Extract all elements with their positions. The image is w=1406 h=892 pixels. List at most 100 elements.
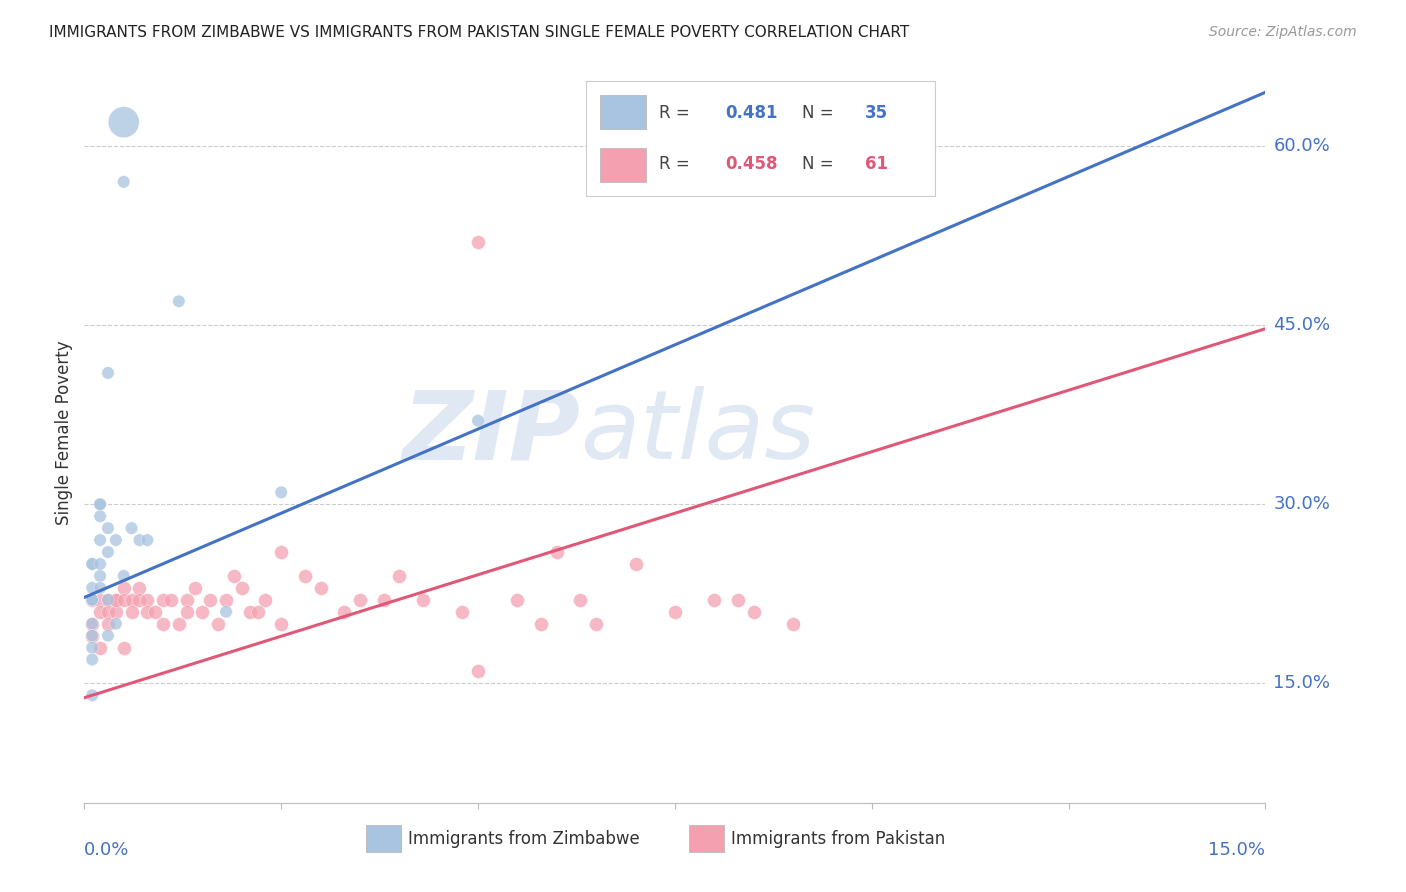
Point xyxy=(82,629,104,643)
Point xyxy=(97,592,120,607)
Point xyxy=(309,581,332,595)
Point xyxy=(136,533,159,547)
Point xyxy=(200,592,222,607)
Text: IMMIGRANTS FROM ZIMBABWE VS IMMIGRANTS FROM PAKISTAN SINGLE FEMALE POVERTY CORRE: IMMIGRANTS FROM ZIMBABWE VS IMMIGRANTS F… xyxy=(49,25,910,40)
Point xyxy=(89,569,111,583)
Point xyxy=(222,569,245,583)
Point xyxy=(254,592,277,607)
Point xyxy=(82,592,104,607)
Point xyxy=(183,581,205,595)
Point xyxy=(104,592,127,607)
Point xyxy=(239,605,262,619)
Point xyxy=(112,640,135,655)
Point xyxy=(97,545,120,559)
Point xyxy=(585,616,607,631)
Point xyxy=(349,592,371,607)
Point xyxy=(246,605,269,619)
Point xyxy=(333,605,356,619)
Point xyxy=(89,640,111,655)
Point xyxy=(270,616,292,631)
Point xyxy=(664,605,686,619)
Text: 30.0%: 30.0% xyxy=(1274,495,1330,513)
Point xyxy=(82,581,104,595)
Point xyxy=(97,629,120,643)
Point xyxy=(112,581,135,595)
Point xyxy=(97,592,120,607)
Point xyxy=(104,605,127,619)
Point xyxy=(782,616,804,631)
Point xyxy=(82,592,104,607)
Point xyxy=(82,689,104,703)
Text: Immigrants from Zimbabwe: Immigrants from Zimbabwe xyxy=(408,830,640,848)
Point xyxy=(82,652,104,666)
Point xyxy=(121,592,143,607)
Point xyxy=(82,592,104,607)
Point xyxy=(89,497,111,511)
Point xyxy=(97,616,120,631)
Point xyxy=(727,592,749,607)
Point xyxy=(143,605,166,619)
Point xyxy=(624,557,647,571)
Point xyxy=(136,592,159,607)
Point xyxy=(128,533,150,547)
Y-axis label: Single Female Poverty: Single Female Poverty xyxy=(55,341,73,524)
Text: atlas: atlas xyxy=(581,386,815,479)
Point xyxy=(152,616,174,631)
Point xyxy=(167,294,190,309)
Point xyxy=(89,533,111,547)
Point xyxy=(742,605,765,619)
Point xyxy=(82,629,104,643)
Text: ZIP: ZIP xyxy=(402,386,581,479)
Point xyxy=(82,616,104,631)
Point xyxy=(82,616,104,631)
Point xyxy=(112,569,135,583)
Point xyxy=(176,592,198,607)
Point xyxy=(270,545,292,559)
Point xyxy=(89,497,111,511)
Point xyxy=(89,557,111,571)
Point xyxy=(176,605,198,619)
Point xyxy=(112,592,135,607)
Point xyxy=(467,235,489,249)
Point xyxy=(82,557,104,571)
Point xyxy=(270,485,292,500)
Text: 0.0%: 0.0% xyxy=(84,841,129,859)
Point xyxy=(97,605,120,619)
Point xyxy=(97,521,120,535)
Point xyxy=(152,592,174,607)
Point xyxy=(121,605,143,619)
Text: Source: ZipAtlas.com: Source: ZipAtlas.com xyxy=(1209,25,1357,39)
Point xyxy=(82,592,104,607)
Point xyxy=(412,592,434,607)
Point xyxy=(191,605,214,619)
Point xyxy=(82,640,104,655)
Point xyxy=(112,175,135,189)
Point xyxy=(89,592,111,607)
Point xyxy=(128,592,150,607)
Point xyxy=(97,366,120,380)
Text: 15.0%: 15.0% xyxy=(1208,841,1265,859)
Point xyxy=(569,592,592,607)
Point xyxy=(167,616,190,631)
Point xyxy=(451,605,474,619)
Point xyxy=(231,581,253,595)
Point xyxy=(89,581,111,595)
Point xyxy=(215,592,238,607)
Point xyxy=(207,616,229,631)
Point xyxy=(373,592,395,607)
Point xyxy=(530,616,553,631)
Point xyxy=(467,665,489,679)
Point xyxy=(89,509,111,524)
Point xyxy=(294,569,316,583)
Point xyxy=(703,592,725,607)
Point xyxy=(136,605,159,619)
Point xyxy=(546,545,568,559)
Text: 45.0%: 45.0% xyxy=(1274,316,1330,334)
Text: Immigrants from Pakistan: Immigrants from Pakistan xyxy=(731,830,945,848)
Text: 60.0%: 60.0% xyxy=(1274,137,1330,155)
Point xyxy=(112,115,135,129)
Text: 15.0%: 15.0% xyxy=(1274,674,1330,692)
Point xyxy=(128,581,150,595)
Point xyxy=(506,592,529,607)
Point xyxy=(104,533,127,547)
